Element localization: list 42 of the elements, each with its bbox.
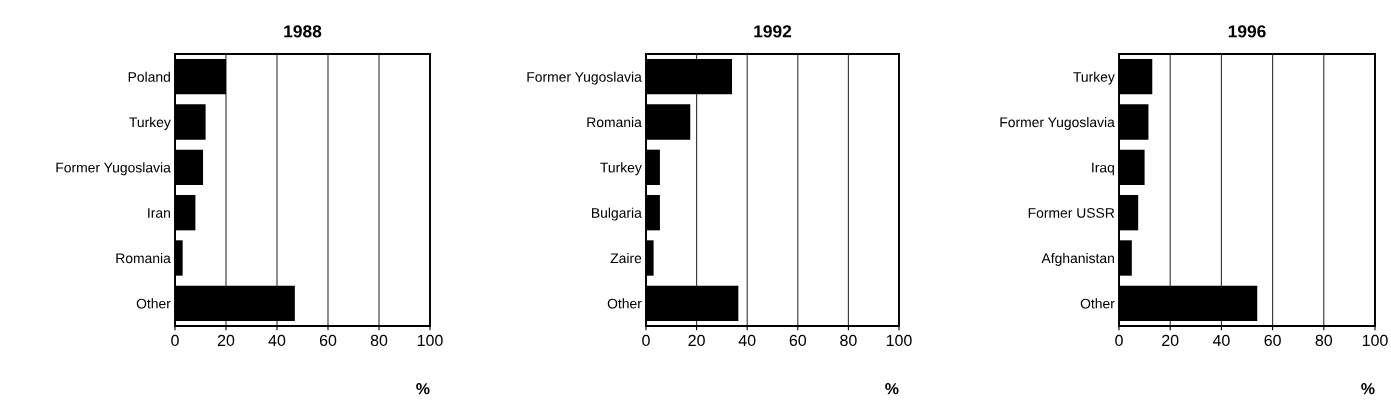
y-tick-label: Zaire	[610, 252, 642, 264]
y-tick-label: Other	[1080, 298, 1115, 309]
x-tick-label: 60	[789, 334, 807, 347]
y-tick-label: Romania	[587, 116, 642, 128]
x-tick-label: 40	[1212, 334, 1230, 347]
x-tick-label: 80	[1315, 334, 1333, 347]
x-tick-label: 0	[642, 334, 650, 347]
x-tick-label: 0	[1115, 334, 1123, 347]
y-tick-label: Romania	[116, 252, 171, 264]
x-tick-label: 100	[417, 334, 443, 347]
y-tick-label: Former Yugoslavia	[1000, 116, 1115, 130]
y-tick-label: Former Yugoslavia	[56, 162, 171, 176]
y-tick-label: Turkey	[1073, 71, 1115, 85]
x-tick-label: 60	[1264, 334, 1281, 347]
y-tick-label: Turkey	[129, 116, 171, 130]
x-tick-label: 100	[1362, 334, 1388, 347]
y-tick-label: Iran	[148, 208, 170, 218]
chart-title: 1996	[1228, 25, 1266, 38]
y-tick-label: Poland	[128, 71, 170, 82]
y-tick-label: Bulgaria	[592, 207, 642, 221]
y-tick-label: Other	[136, 298, 171, 309]
x-axis-title: %	[1361, 383, 1375, 395]
chart-title: 1988	[284, 25, 322, 38]
y-tick-label: Iraq	[1092, 162, 1114, 176]
y-tick-label: Afghanistan	[1041, 252, 1114, 266]
x-axis-title: %	[416, 383, 430, 395]
x-tick-label: 100	[886, 334, 912, 347]
x-tick-label: 80	[840, 334, 857, 347]
x-tick-label: 0	[171, 334, 179, 347]
x-tick-label: 20	[217, 334, 235, 347]
x-tick-label: 20	[688, 334, 705, 347]
x-tick-label: 40	[268, 334, 286, 347]
y-tick-label: Former USSR	[1028, 208, 1115, 218]
x-axis-title: %	[885, 383, 899, 395]
x-tick-label: 40	[738, 334, 756, 347]
y-tick-label: Former Yugoslavia	[527, 71, 642, 85]
x-tick-label: 60	[319, 334, 337, 347]
y-tick-label: Turkey	[600, 162, 642, 176]
x-tick-label: 80	[370, 334, 388, 347]
x-tick-label: 20	[1162, 334, 1179, 347]
y-tick-label: Other	[607, 298, 642, 309]
chart-title: 1992	[754, 25, 792, 38]
